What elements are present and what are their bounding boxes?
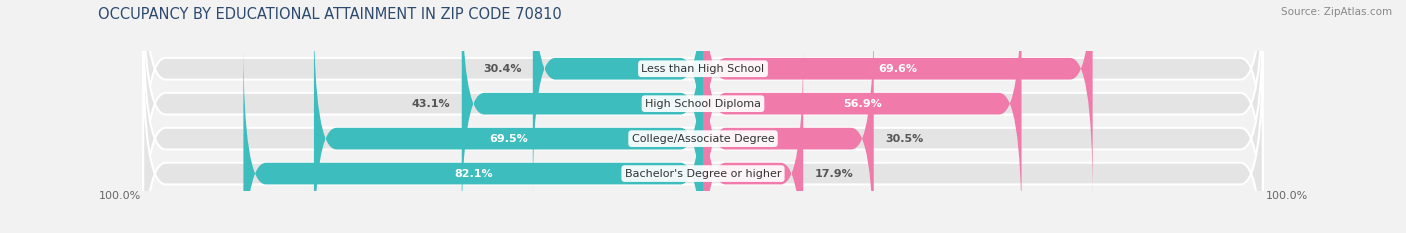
FancyBboxPatch shape [703,10,873,233]
FancyBboxPatch shape [243,45,703,233]
Text: 100.0%: 100.0% [1265,191,1308,201]
Text: 17.9%: 17.9% [814,169,853,178]
Text: 30.4%: 30.4% [484,64,522,74]
Text: 82.1%: 82.1% [454,169,492,178]
Text: 69.6%: 69.6% [879,64,917,74]
Text: High School Diploma: High School Diploma [645,99,761,109]
FancyBboxPatch shape [703,0,1092,198]
FancyBboxPatch shape [143,0,1263,198]
FancyBboxPatch shape [461,0,703,233]
FancyBboxPatch shape [143,10,1263,233]
FancyBboxPatch shape [143,45,1263,233]
Text: 100.0%: 100.0% [98,191,141,201]
FancyBboxPatch shape [703,0,1022,233]
Text: Bachelor's Degree or higher: Bachelor's Degree or higher [624,169,782,178]
FancyBboxPatch shape [314,10,703,233]
FancyBboxPatch shape [143,0,1263,233]
FancyBboxPatch shape [533,0,703,198]
FancyBboxPatch shape [703,45,803,233]
Text: Less than High School: Less than High School [641,64,765,74]
Text: 69.5%: 69.5% [489,134,527,144]
Text: 30.5%: 30.5% [884,134,924,144]
Text: Source: ZipAtlas.com: Source: ZipAtlas.com [1281,7,1392,17]
Text: OCCUPANCY BY EDUCATIONAL ATTAINMENT IN ZIP CODE 70810: OCCUPANCY BY EDUCATIONAL ATTAINMENT IN Z… [98,7,562,22]
Text: College/Associate Degree: College/Associate Degree [631,134,775,144]
Text: 43.1%: 43.1% [412,99,450,109]
Text: 56.9%: 56.9% [842,99,882,109]
